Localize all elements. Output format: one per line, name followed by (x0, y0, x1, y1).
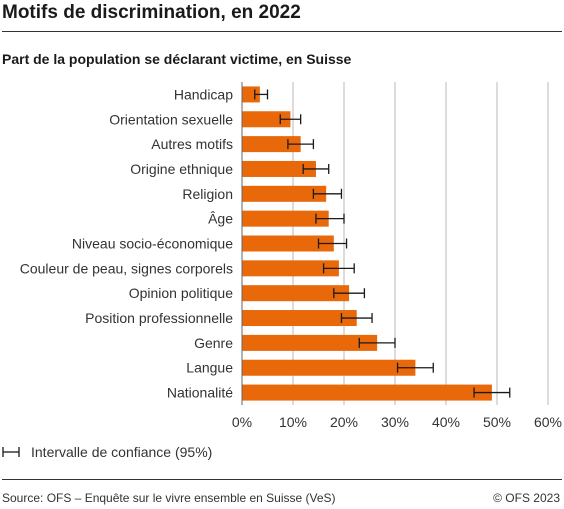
chart-title: Motifs de discrimination, en 2022 (2, 2, 301, 23)
x-tick-label: 30% (381, 414, 409, 430)
x-tick-label: 10% (279, 414, 307, 430)
x-tick-label: 0% (232, 414, 252, 430)
category-label: Nationalité (167, 385, 233, 401)
category-label: Âge (208, 211, 233, 227)
bar (242, 136, 301, 153)
category-label: Origine ethnique (130, 161, 233, 177)
category-label: Orientation sexuelle (109, 111, 233, 127)
category-label: Handicap (174, 86, 233, 102)
title-rule (2, 31, 562, 32)
source-note: Source: OFS – Enquête sur le vivre ensem… (2, 491, 336, 505)
bar (242, 235, 334, 252)
bar (242, 210, 329, 227)
chart-subtitle: Part de la population se déclarant victi… (2, 51, 352, 67)
category-label: Genre (194, 335, 233, 351)
bar (242, 260, 339, 277)
category-label: Opinion politique (129, 285, 234, 301)
bar (242, 160, 316, 177)
category-label: Couleur de peau, signes corporels (20, 260, 233, 276)
footer-rule (2, 479, 562, 480)
category-label: Religion (182, 186, 233, 202)
category-label: Position professionnelle (85, 310, 233, 326)
bar (242, 185, 327, 202)
category-label: Autres motifs (151, 136, 233, 152)
bar (242, 359, 416, 376)
x-tick-label: 20% (330, 414, 358, 430)
category-label: Niveau socio-économique (72, 236, 233, 252)
bar (242, 384, 492, 401)
x-tick-label: 60% (534, 414, 562, 430)
x-tick-label: 40% (432, 414, 460, 430)
bar (242, 111, 291, 128)
x-tick-label: 50% (483, 414, 511, 430)
copyright-note: © OFS 2023 (493, 491, 560, 505)
bar (242, 310, 357, 327)
bar (242, 334, 378, 351)
category-label: Langue (186, 360, 233, 376)
bar (242, 285, 350, 302)
legend-label: Intervalle de confiance (95%) (31, 444, 212, 460)
